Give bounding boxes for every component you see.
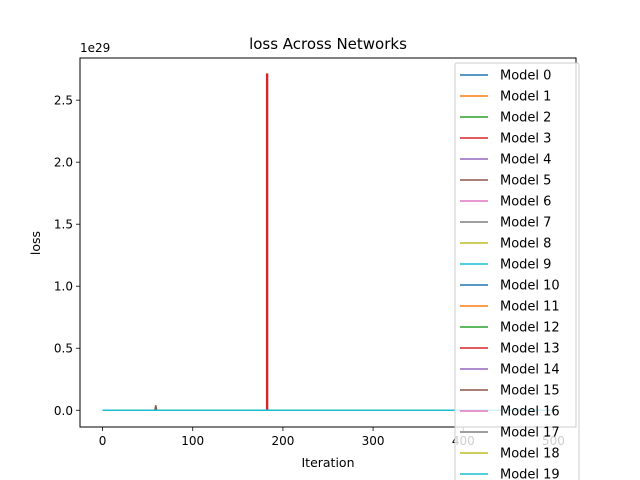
- chart-title: loss Across Networks: [249, 35, 407, 53]
- x-tick-label: 200: [271, 434, 294, 448]
- y-tick-label: 1.0: [54, 280, 73, 294]
- x-tick-label: 300: [362, 434, 385, 448]
- legend-entry-label: Model 10: [500, 279, 560, 294]
- legend-entry-label: Model 8: [500, 237, 551, 252]
- legend-entry-label: Model 6: [500, 195, 551, 210]
- legend: Model 0 Model 1 Model 2 Model 3 Model 4 Model…: [454, 62, 580, 480]
- legend-box: [454, 62, 580, 480]
- legend-entry-label: Model 0: [500, 69, 551, 84]
- legend-entry-label: Model 5: [500, 174, 551, 189]
- legend-entry-label: Model 7: [500, 216, 551, 231]
- y-tick-label: 2.5: [54, 94, 73, 108]
- legend-entry-label: Model 12: [500, 321, 560, 336]
- legend-entry-label: Model 19: [500, 468, 560, 480]
- legend-entry-label: Model 11: [500, 300, 560, 315]
- legend-entry-label: Model 9: [500, 258, 551, 273]
- y-axis: 0.0 0.5 1.0 1.5 2.0 2.5: [54, 94, 80, 418]
- legend-entry-label: Model 2: [500, 111, 551, 126]
- x-tick-label: 0: [99, 434, 107, 448]
- legend-entry-label: Model 15: [500, 384, 560, 399]
- legend-entry-label: Model 4: [500, 153, 551, 168]
- x-axis-label: Iteration: [301, 455, 354, 470]
- legend-entry-label: Model 3: [500, 132, 551, 147]
- y-tick-label: 0.0: [54, 404, 73, 418]
- legend-entry-label: Model 13: [500, 342, 560, 357]
- legend-entry-label: Model 18: [500, 447, 560, 462]
- legend-entry-label: Model 16: [500, 405, 560, 420]
- legend-entry-label: Model 17: [500, 426, 560, 441]
- legend-entry-label: Model 14: [500, 363, 560, 378]
- legend-entry-label: Model 1: [500, 90, 551, 105]
- y-tick-label: 1.5: [54, 218, 73, 232]
- x-tick-label: 100: [181, 434, 204, 448]
- y-axis-label: loss: [28, 231, 43, 255]
- y-tick-label: 2.0: [54, 156, 73, 170]
- y-offset-text: 1e29: [80, 41, 110, 55]
- y-tick-label: 0.5: [54, 342, 73, 356]
